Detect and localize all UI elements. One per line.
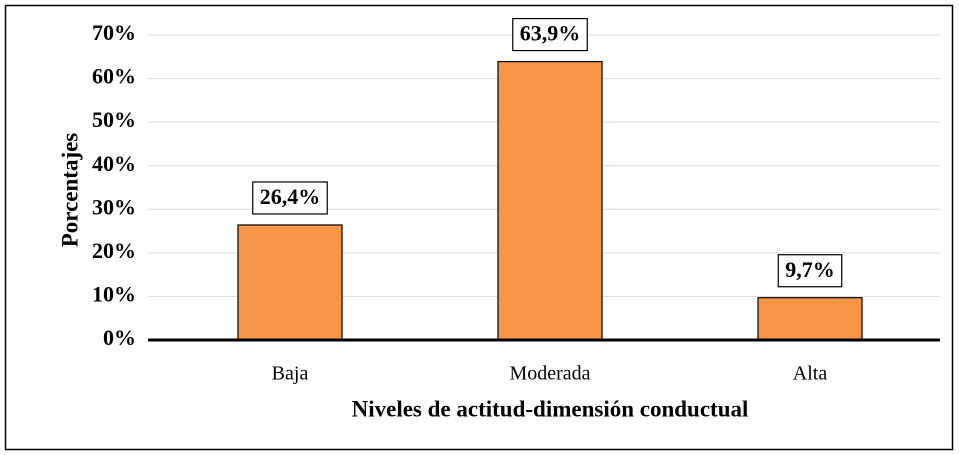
- y-tick-label: 60%: [92, 64, 136, 89]
- y-tick-label: 30%: [92, 194, 136, 219]
- x-tick-label: Moderada: [509, 363, 590, 385]
- y-tick-label: 40%: [92, 151, 136, 176]
- y-tick-label: 10%: [92, 281, 136, 306]
- bar: [757, 297, 863, 341]
- y-tick-label: 50%: [92, 107, 136, 132]
- y-tick-label: 20%: [92, 238, 136, 263]
- x-tick-label: Baja: [272, 363, 309, 385]
- value-label-box: [252, 181, 328, 215]
- value-label: 9,7%: [785, 257, 835, 282]
- y-tick-label: 0%: [103, 325, 136, 350]
- y-axis-title: Porcentajes: [57, 133, 82, 248]
- x-tick-label: Alta: [793, 363, 828, 385]
- value-label: 63,9%: [520, 21, 581, 46]
- x-axis-title: Niveles de actitud-dimensión conductual: [352, 396, 749, 421]
- value-label-box: [512, 17, 588, 52]
- chart-border: [4, 4, 954, 451]
- bar: [237, 224, 343, 341]
- value-label-box: [777, 254, 843, 288]
- value-label: 26,4%: [260, 184, 321, 209]
- bar: [497, 60, 603, 341]
- y-tick-label: 70%: [92, 20, 136, 45]
